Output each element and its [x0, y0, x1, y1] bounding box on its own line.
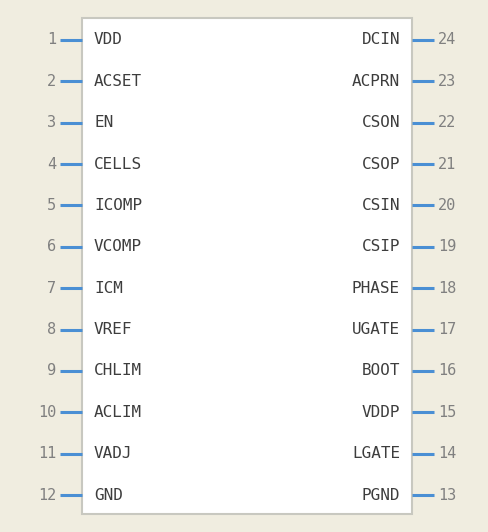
- Text: VDDP: VDDP: [362, 405, 400, 420]
- Text: VREF: VREF: [94, 322, 133, 337]
- Text: CSIP: CSIP: [362, 239, 400, 254]
- Text: 16: 16: [438, 363, 456, 378]
- Text: VADJ: VADJ: [94, 446, 133, 461]
- Text: BOOT: BOOT: [362, 363, 400, 378]
- Text: CHLIM: CHLIM: [94, 363, 142, 378]
- Text: 7: 7: [47, 281, 56, 296]
- Text: 5: 5: [47, 198, 56, 213]
- Text: ACLIM: ACLIM: [94, 405, 142, 420]
- Text: GND: GND: [94, 487, 123, 503]
- Text: 14: 14: [438, 446, 456, 461]
- Text: 11: 11: [38, 446, 56, 461]
- Text: 15: 15: [438, 405, 456, 420]
- Text: PHASE: PHASE: [352, 281, 400, 296]
- Text: UGATE: UGATE: [352, 322, 400, 337]
- Text: LGATE: LGATE: [352, 446, 400, 461]
- Text: ACSET: ACSET: [94, 74, 142, 89]
- Text: 6: 6: [47, 239, 56, 254]
- Text: DCIN: DCIN: [362, 32, 400, 47]
- Text: ICOMP: ICOMP: [94, 198, 142, 213]
- Text: VCOMP: VCOMP: [94, 239, 142, 254]
- Text: 13: 13: [438, 487, 456, 503]
- Text: 9: 9: [47, 363, 56, 378]
- Text: ICM: ICM: [94, 281, 123, 296]
- Text: CSON: CSON: [362, 115, 400, 130]
- Text: 12: 12: [38, 487, 56, 503]
- Text: 8: 8: [47, 322, 56, 337]
- Text: 20: 20: [438, 198, 456, 213]
- Text: PGND: PGND: [362, 487, 400, 503]
- Text: 21: 21: [438, 156, 456, 172]
- Text: CELLS: CELLS: [94, 156, 142, 172]
- Text: ACPRN: ACPRN: [352, 74, 400, 89]
- Text: 17: 17: [438, 322, 456, 337]
- Text: EN: EN: [94, 115, 113, 130]
- Text: 23: 23: [438, 74, 456, 89]
- Text: 3: 3: [47, 115, 56, 130]
- Text: 24: 24: [438, 32, 456, 47]
- Text: VDD: VDD: [94, 32, 123, 47]
- Text: 4: 4: [47, 156, 56, 172]
- Text: 18: 18: [438, 281, 456, 296]
- Text: CSOP: CSOP: [362, 156, 400, 172]
- Text: 1: 1: [47, 32, 56, 47]
- Text: CSIN: CSIN: [362, 198, 400, 213]
- Text: 2: 2: [47, 74, 56, 89]
- Text: 22: 22: [438, 115, 456, 130]
- Bar: [82, 18, 412, 514]
- Text: 10: 10: [38, 405, 56, 420]
- Text: 19: 19: [438, 239, 456, 254]
